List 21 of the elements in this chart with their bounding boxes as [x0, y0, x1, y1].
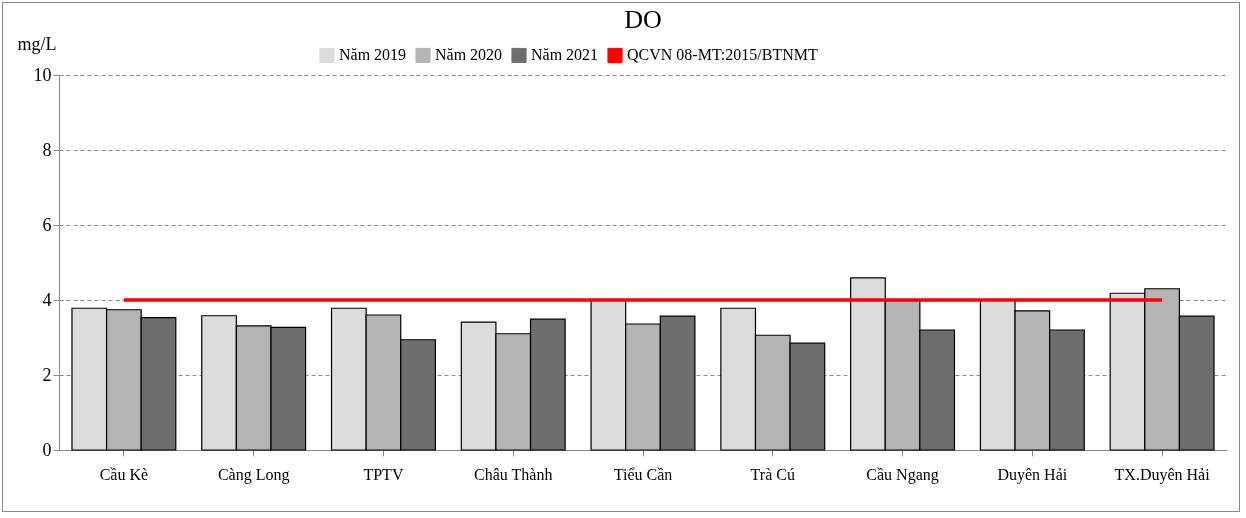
legend-label: QCVN 08-MT:2015/BTNMT — [627, 46, 818, 64]
legend-label: Năm 2019 — [339, 46, 407, 64]
y-tick-label: 2 — [42, 364, 52, 385]
legend-label: Năm 2021 — [531, 46, 599, 64]
x-tick-label: Duyên Hải — [997, 465, 1068, 484]
chart-title: DO — [624, 5, 662, 34]
x-tick-label: Châu Thành — [474, 465, 553, 483]
x-tick-label: Tiểu Cần — [613, 465, 673, 483]
y-tick-label: 0 — [42, 439, 52, 460]
x-tick-label: Trà Cú — [750, 465, 795, 483]
x-tick-label: Cầu Ngang — [866, 465, 939, 484]
x-tick-label: TPTV — [363, 465, 404, 483]
x-tick-label: TX.Duyên Hải — [1114, 465, 1211, 484]
y-tick-label: 8 — [42, 139, 52, 160]
legend-label: Năm 2020 — [435, 46, 503, 64]
x-tick-label: Càng Long — [217, 465, 290, 484]
y-tick-label: 4 — [42, 289, 52, 310]
x-tick-label: Cầu Kè — [99, 465, 149, 483]
y-tick-label: 10 — [33, 64, 52, 85]
y-axis-title: mg/L — [17, 33, 57, 54]
y-tick-label: 6 — [42, 214, 52, 235]
